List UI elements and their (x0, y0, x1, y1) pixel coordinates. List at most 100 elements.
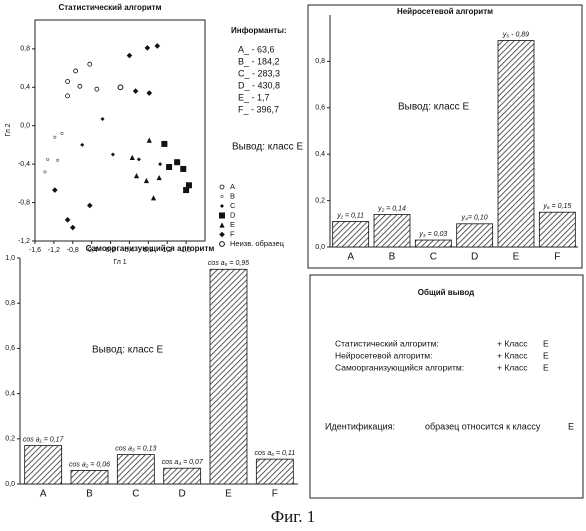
informant: D_ - 430,8 (238, 80, 280, 90)
point (66, 94, 70, 98)
y-tick-label: 0,8 (5, 300, 15, 307)
summary-label: Самоорганизующийся алгоритм: (335, 362, 464, 372)
value-label: y₅ - 0,89 (502, 31, 529, 38)
point (146, 90, 152, 96)
point (158, 162, 162, 166)
conclusion: Вывод: класс E (92, 345, 163, 356)
point (144, 178, 149, 183)
point (133, 88, 139, 94)
x-tick-label: F (272, 489, 278, 500)
x-tick-label: F (554, 252, 560, 263)
y-tick-label: 0,0 (20, 123, 30, 130)
y-tick-label: -0,4 (18, 161, 30, 168)
informant: A_ - 63,6 (238, 44, 275, 54)
x-tick-label: -1,6 (29, 247, 41, 254)
point (70, 225, 76, 231)
point (155, 43, 161, 49)
point (180, 166, 186, 172)
y-tick-label: 1,0 (5, 255, 15, 262)
x-tick-label: C (430, 252, 437, 263)
summary-title: Общий вывод (418, 288, 474, 297)
point (101, 117, 105, 121)
x-tick-label: A (40, 489, 47, 500)
chart-title: Нейросетевой алгоритм (397, 7, 493, 16)
legend-label: B (230, 191, 235, 200)
point (44, 171, 46, 173)
y-tick-label: 0,0 (5, 481, 15, 488)
value-label: cos a₁ = 0,17 (23, 436, 65, 443)
point (127, 53, 133, 59)
y-tick-label: 0,2 (315, 197, 325, 204)
y-tick-label: 0,0 (315, 244, 325, 251)
point (56, 159, 58, 161)
y-tick-label: 0,4 (315, 151, 325, 158)
legend-marker (220, 185, 224, 189)
y-tick-label: 0,4 (20, 84, 30, 91)
point (61, 132, 63, 134)
point (137, 157, 141, 161)
y-tick-label: 0,6 (315, 105, 325, 112)
legend-label: Неизв. образец (230, 239, 285, 248)
y-tick-label: 0,6 (5, 345, 15, 352)
legend-marker (220, 242, 225, 247)
y-tick-label: 0,8 (20, 46, 30, 53)
x-tick-label: E (513, 252, 520, 263)
point (166, 164, 172, 170)
informant: C_ - 283,3 (238, 68, 280, 78)
point (174, 159, 180, 165)
x-axis-label: Гл 1 (113, 259, 126, 266)
y-tick-label: 0,2 (5, 436, 15, 443)
summary-class: E (543, 362, 549, 372)
legend-label: F (230, 229, 235, 238)
point (130, 155, 135, 160)
value-label: y₂ = 0,14 (377, 205, 406, 212)
point (183, 187, 189, 193)
bar (539, 212, 575, 247)
value-label: cos a₆ = 0,11 (255, 450, 296, 457)
panel-frame (310, 275, 583, 498)
bar (71, 470, 108, 484)
point (145, 45, 151, 51)
value-label: y₁ = 0,11 (336, 212, 364, 219)
figure: Фиг. 1 Общий вывод Статистический алгори… (0, 0, 586, 531)
bar (333, 221, 369, 247)
informant: E_ - 1,7 (238, 92, 270, 102)
conclusion: Вывод: класс E (232, 142, 303, 153)
value-label: y₆ = 0,15 (542, 203, 571, 210)
point (66, 79, 70, 83)
x-tick-label: B (86, 489, 93, 500)
informant: B_ - 184,2 (238, 56, 280, 66)
bar (415, 240, 451, 247)
bar (164, 468, 201, 484)
legend-label: C (230, 201, 236, 210)
point (111, 153, 115, 157)
point (161, 141, 167, 147)
summary-label: Нейросетевой алгоритм: (335, 350, 432, 360)
caption: Фиг. 1 (271, 507, 316, 526)
identification-text: образец относится к классу (425, 421, 541, 431)
legend-marker (219, 222, 224, 227)
legend-marker (219, 213, 225, 219)
y-tick-label: -1,2 (18, 238, 30, 245)
x-tick-label: D (179, 489, 186, 500)
y-tick-label: 0,8 (315, 58, 325, 65)
plot-frame (35, 20, 205, 241)
bar (117, 455, 154, 484)
point (78, 84, 82, 88)
informants-title: Информанты: (231, 26, 287, 35)
x-tick-label: A (347, 252, 354, 263)
value-label: y₄= 0,10 (461, 215, 488, 222)
point (134, 173, 139, 178)
x-tick-label: C (132, 489, 139, 500)
value-label: cos a₅ = 0,95 (208, 260, 249, 267)
informant: F_ - 396,7 (238, 104, 279, 114)
value-label: y₃ = 0,03 (418, 231, 447, 238)
x-tick-label: D (471, 252, 478, 263)
x-tick-label: B (389, 252, 396, 263)
summary-class: E (543, 350, 549, 360)
legend-marker (221, 195, 223, 197)
bar (210, 269, 247, 484)
value-label: cos a₃ = 0,13 (115, 445, 156, 452)
point (87, 203, 93, 209)
legend-label: D (230, 210, 236, 219)
